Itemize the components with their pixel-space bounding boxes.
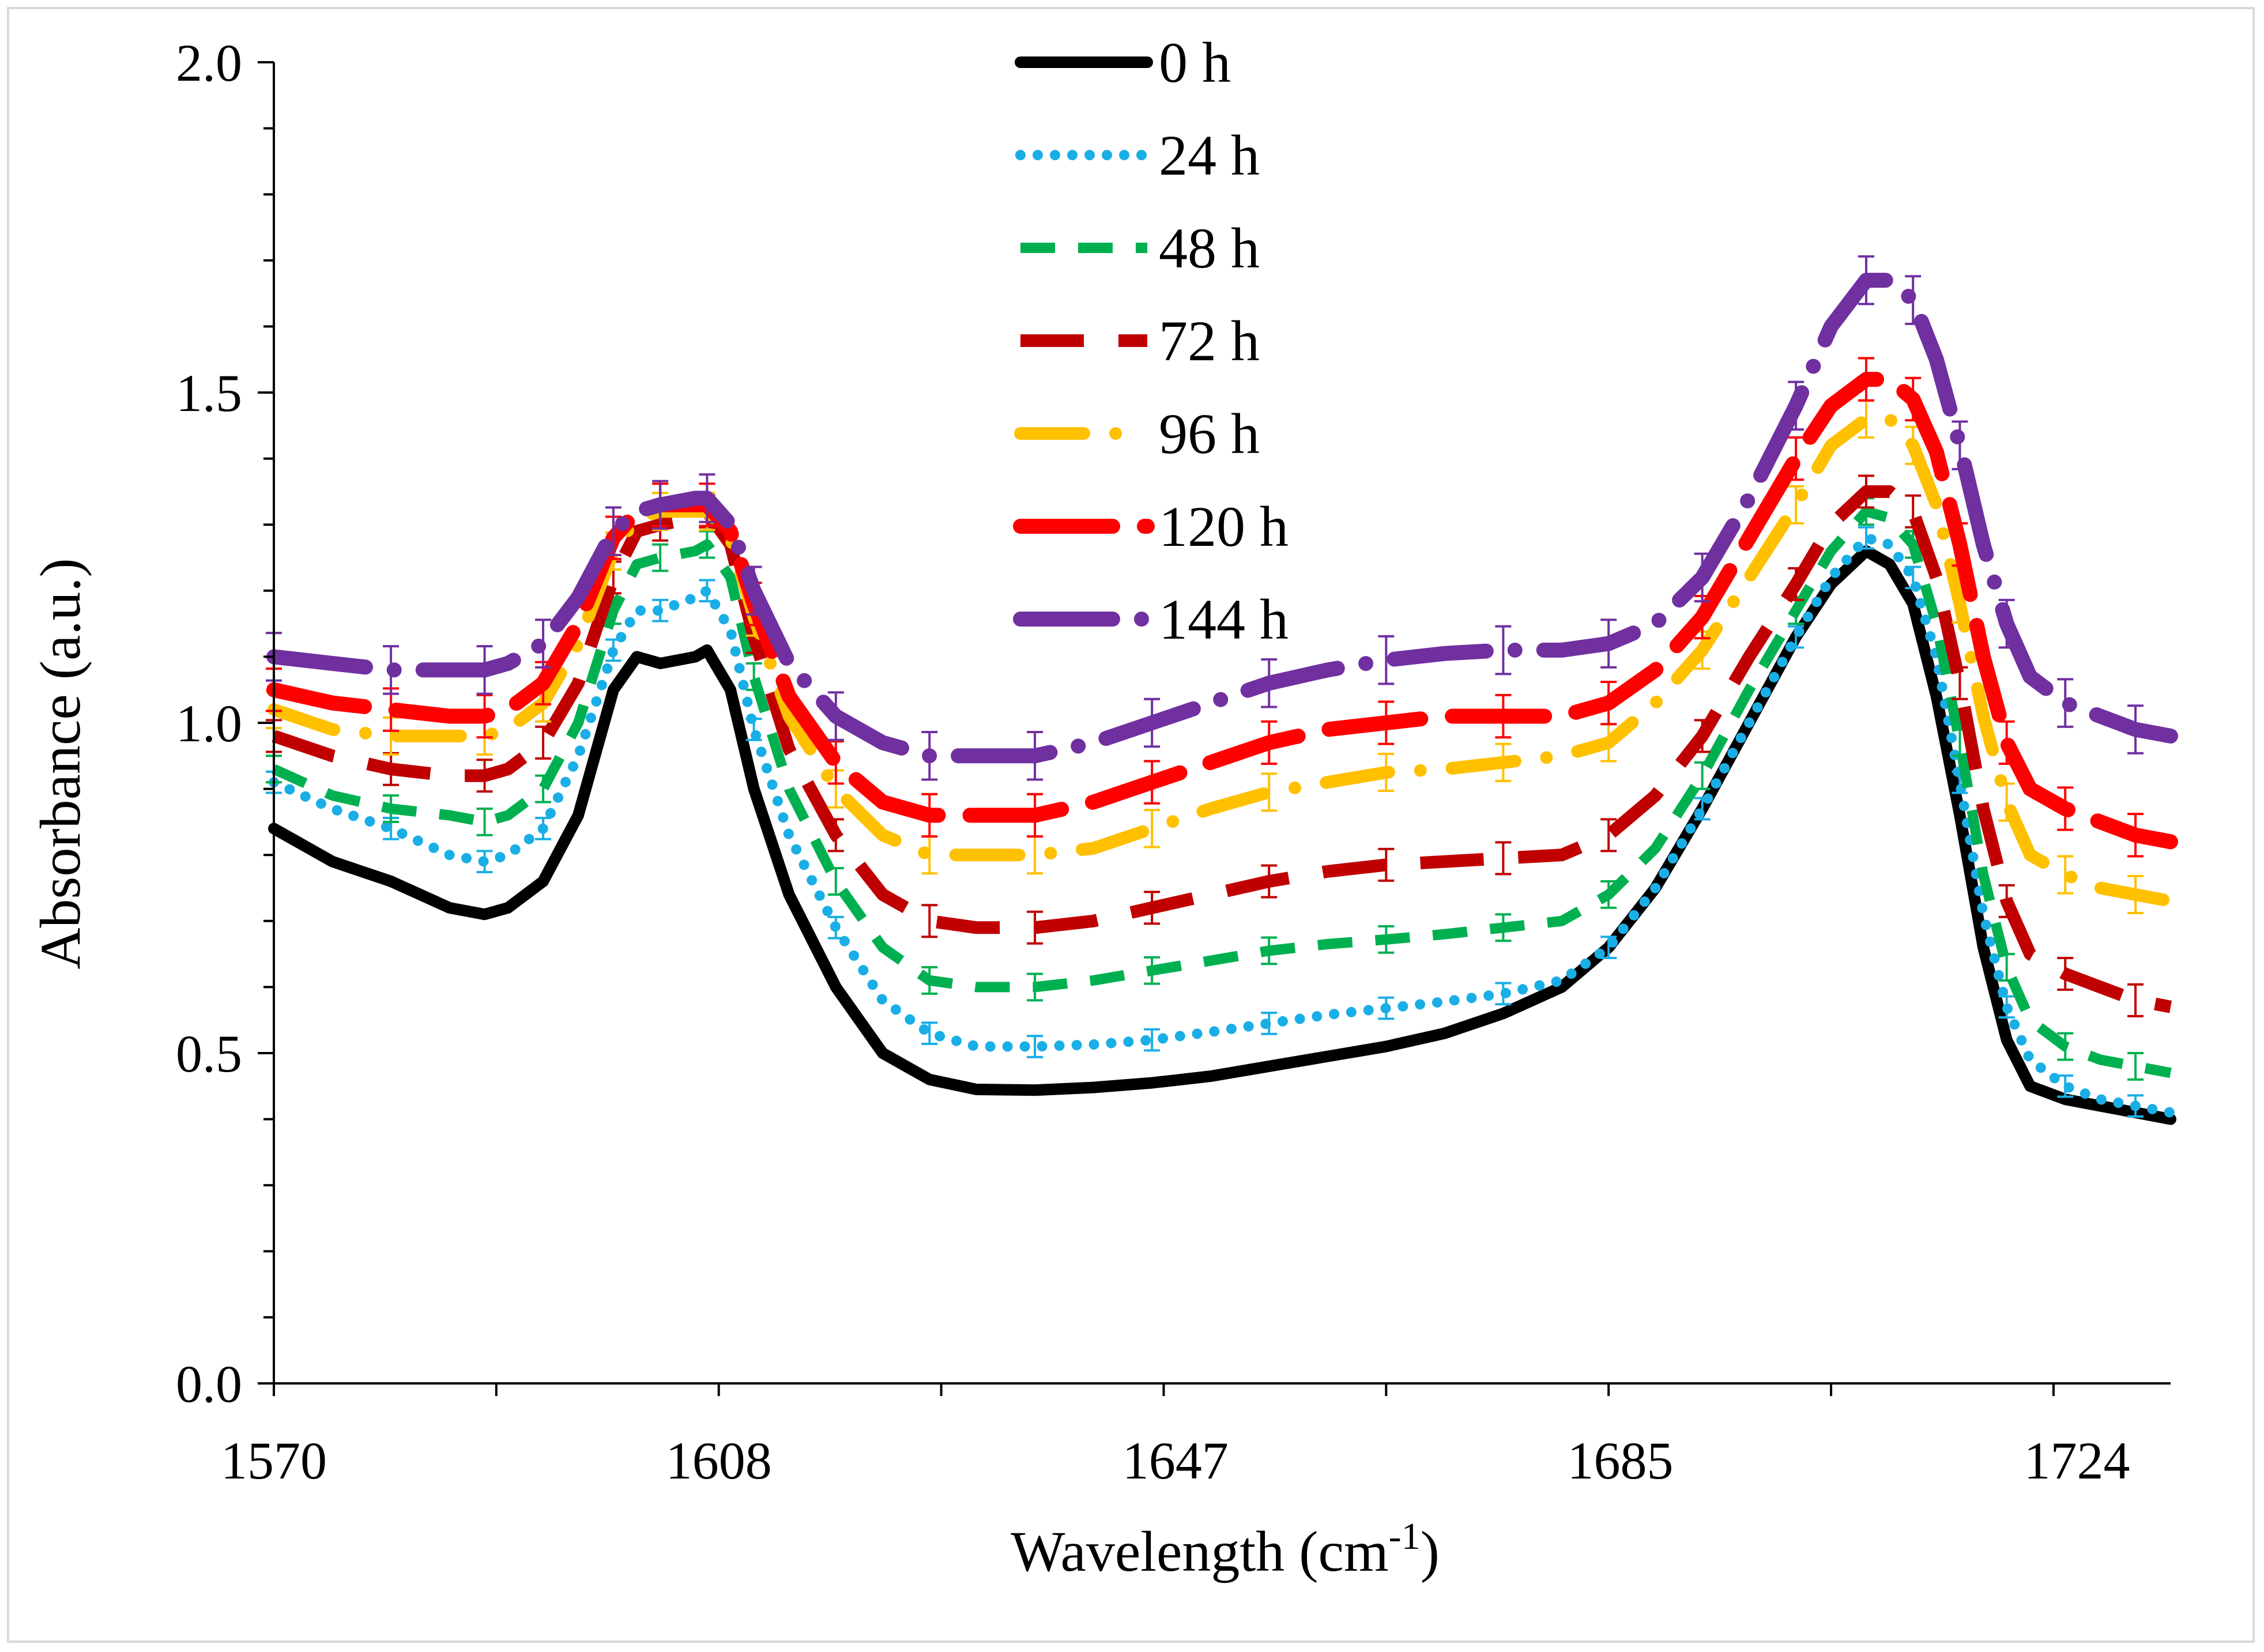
chart-frame [7,7,2255,1643]
x-tick-label: 1647 [1122,1431,1229,1490]
y-tick-label: 0.5 [176,1024,242,1083]
series-line-24h [269,533,2176,1118]
legend-label-48h: 48 h [1159,216,1260,280]
x-tick-label: 1570 [221,1431,327,1490]
y-tick-label: 0.0 [176,1355,242,1413]
legend-label-0h: 0 h [1159,31,1231,95]
x-tick-label: 1724 [2024,1431,2130,1490]
y-axis-title: Absorbance (a.u.) [28,558,92,970]
series-48h [266,497,2172,1081]
legend-label-96h: 96 h [1159,402,1260,466]
x-tick-label: 1608 [666,1431,772,1490]
plot-area [266,255,2178,1125]
series-24h [266,526,2176,1118]
legend-label-144h: 144 h [1159,587,1289,651]
axes: 0.0 0.5 1.0 1.5 2.0 1570 1608 1647 1685 1724 [176,33,2171,1490]
legend-label-24h: 24 h [1159,123,1260,187]
y-tick-label: 1.5 [176,364,242,423]
y-tick-label: 1.0 [176,694,242,753]
y-tick-label: 2.0 [176,33,242,92]
legend: 0 h 24 h 48 h 72 h 96 h 120 h 144 h [1013,31,1289,651]
series-line-48h [272,506,2172,1078]
series-line-72h [272,485,2172,1013]
series-0h [268,545,2176,1125]
x-tick-label: 1685 [1567,1431,1673,1490]
series-line-0h [268,545,2176,1125]
legend-label-120h: 120 h [1159,495,1289,559]
series-line-144h [266,273,2178,764]
x-axis-title: Wavelength (cm-1) [1011,1515,1440,1583]
legend-label-72h: 72 h [1159,309,1260,373]
